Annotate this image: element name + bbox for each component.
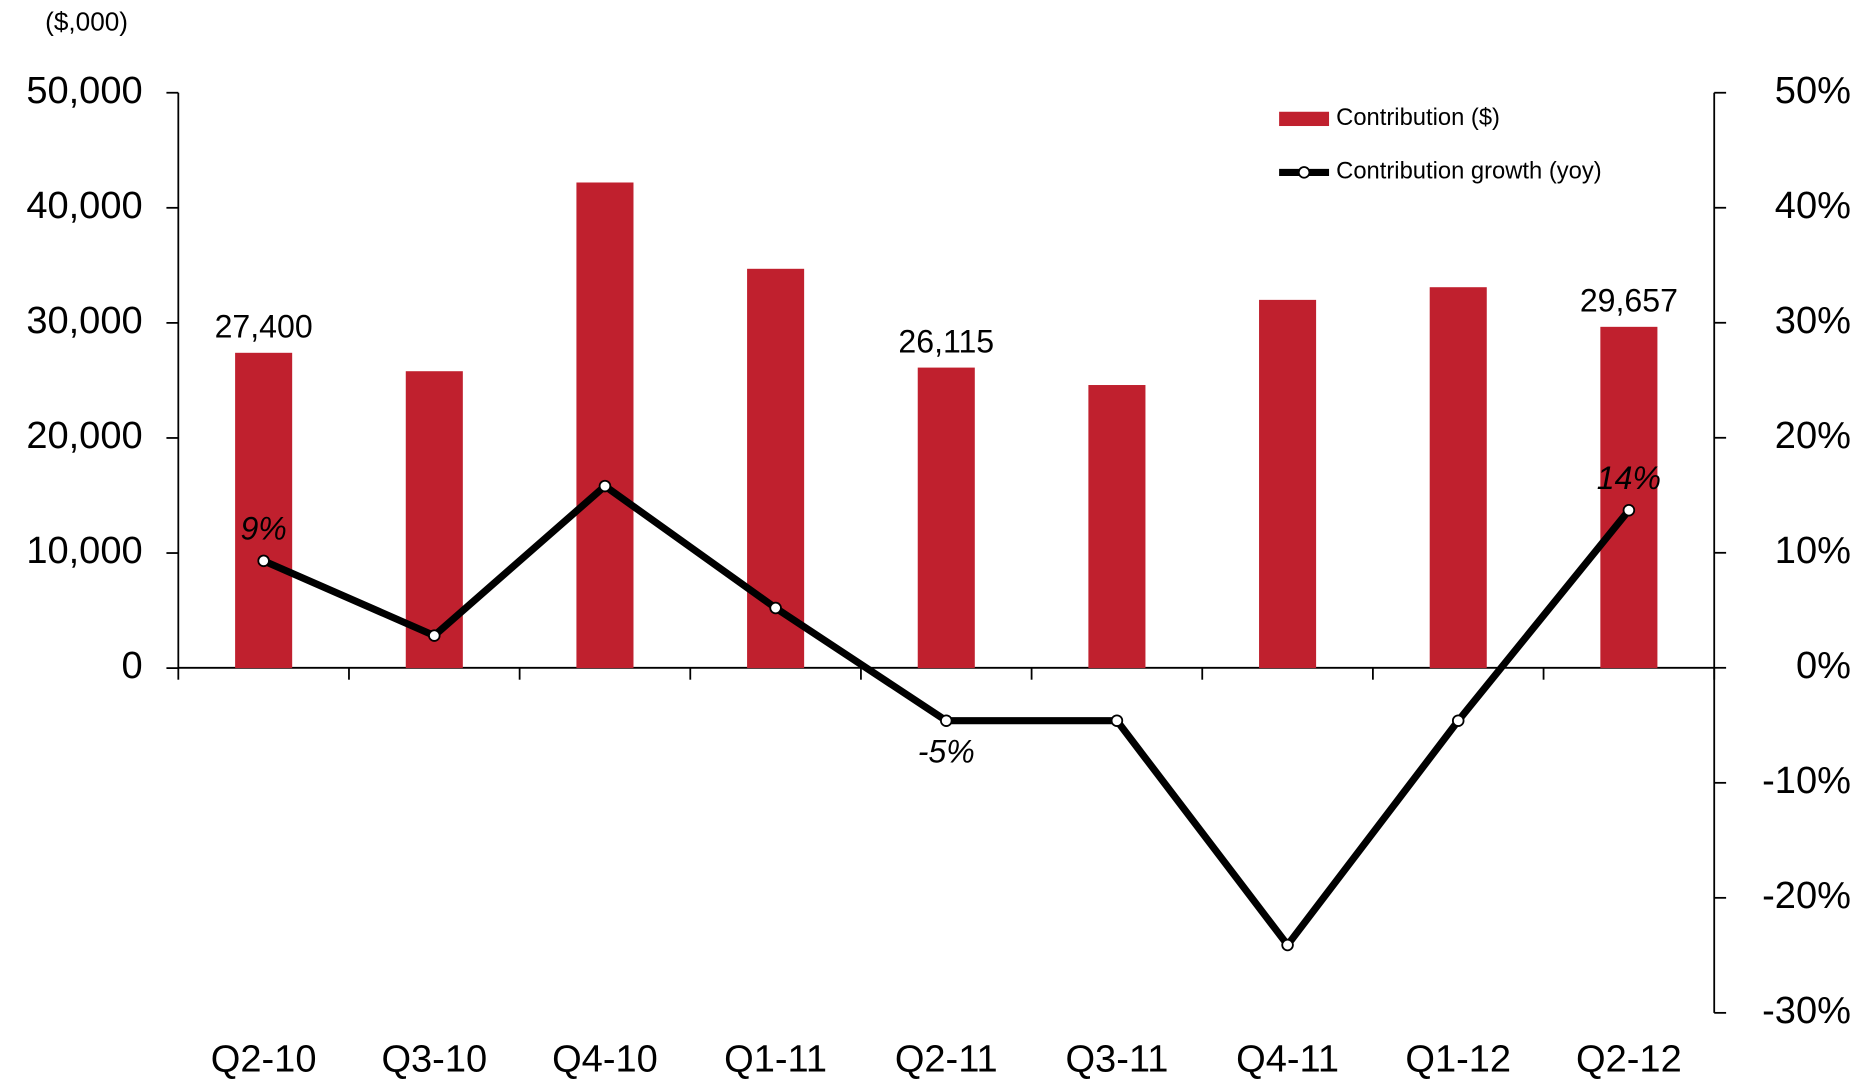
bar xyxy=(1088,385,1146,669)
data-label: -5% xyxy=(918,733,975,769)
y-tick-label: 30,000 xyxy=(26,300,142,342)
x-tick-label: Q2-10 xyxy=(211,1039,317,1081)
y2-tick-label: -30% xyxy=(1762,990,1851,1032)
bar xyxy=(747,268,805,669)
y2-tick-label: -20% xyxy=(1762,875,1851,917)
y2-tick-label: -10% xyxy=(1762,760,1851,802)
line-point xyxy=(940,714,953,727)
line-point xyxy=(1451,714,1465,727)
data-label: 9% xyxy=(240,511,286,547)
line-point xyxy=(1622,503,1636,517)
y-axis-unit: ($,000) xyxy=(45,7,128,37)
y2-tick-label: 0% xyxy=(1796,645,1851,687)
data-label: 14% xyxy=(1597,460,1661,496)
y2-tick-label: 10% xyxy=(1775,530,1851,572)
y2-tick-label: 30% xyxy=(1775,300,1851,342)
x-tick-label: Q2-11 xyxy=(895,1039,998,1081)
line-point xyxy=(769,601,782,615)
bar xyxy=(235,352,293,669)
x-tick-label: Q4-11 xyxy=(1236,1039,1339,1081)
line-point xyxy=(1110,714,1124,727)
y2-tick-label: 40% xyxy=(1775,185,1851,227)
y2-tick-label: 50% xyxy=(1775,70,1851,112)
y2-tick-label: 20% xyxy=(1775,415,1851,457)
y-tick-label: 20,000 xyxy=(26,415,142,457)
legend-label: Contribution growth (yoy) xyxy=(1336,158,1602,185)
legend-label: Contribution ($) xyxy=(1336,104,1500,131)
line-point xyxy=(598,479,612,493)
bar xyxy=(1259,299,1317,669)
data-label: 26,115 xyxy=(898,323,994,359)
bar xyxy=(1600,326,1658,669)
line-point xyxy=(257,554,270,568)
data-label: 27,400 xyxy=(215,309,313,345)
bar xyxy=(576,182,634,669)
x-tick-label: Q1-12 xyxy=(1405,1039,1511,1081)
bar xyxy=(917,367,975,669)
x-tick-label: Q3-11 xyxy=(1065,1039,1168,1081)
line-point xyxy=(428,629,441,642)
x-tick-label: Q4-10 xyxy=(552,1039,658,1081)
x-tick-label: Q1-11 xyxy=(724,1039,827,1081)
y-tick-label: 50,000 xyxy=(26,70,142,112)
x-tick-label: Q3-10 xyxy=(381,1039,487,1081)
y-tick-label: 0 xyxy=(121,645,142,687)
legend-marker xyxy=(1297,166,1311,179)
bar xyxy=(1429,287,1487,669)
y-tick-label: 10,000 xyxy=(26,530,142,572)
y-tick-label: 40,000 xyxy=(26,185,142,227)
data-label: 29,657 xyxy=(1580,283,1678,319)
x-tick-label: Q2-12 xyxy=(1576,1039,1682,1081)
line-point xyxy=(1281,938,1294,952)
legend-swatch xyxy=(1279,111,1330,127)
